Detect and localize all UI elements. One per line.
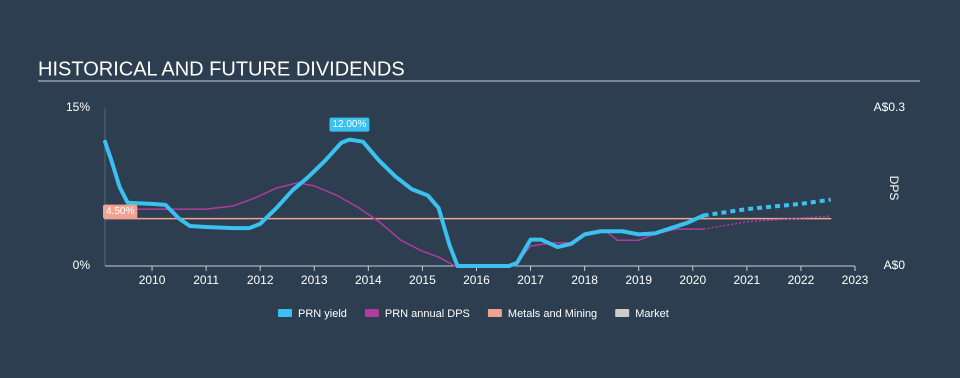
annotation-box bbox=[329, 117, 370, 132]
series-line bbox=[103, 137, 706, 268]
y-tick-label: 0% bbox=[73, 258, 91, 272]
legend-label: Metals and Mining bbox=[508, 308, 597, 320]
y2-tick-label: A$0 bbox=[884, 258, 906, 272]
x-tick-label: 2023 bbox=[842, 273, 869, 287]
x-tick-label: 2016 bbox=[463, 273, 490, 287]
x-tick-label: 2020 bbox=[679, 273, 706, 287]
legend-swatch bbox=[615, 309, 630, 317]
legend-swatch bbox=[278, 309, 292, 317]
legend-label: PRN annual DPS bbox=[385, 308, 470, 320]
legend-swatch bbox=[487, 309, 502, 317]
y-tick-label: 15% bbox=[66, 100, 90, 114]
annotation-label: 12.00% bbox=[332, 119, 366, 130]
chart-title: HISTORICAL AND FUTURE DIVIDENDS bbox=[38, 58, 405, 80]
x-tick-label: 2022 bbox=[788, 273, 815, 287]
annotation: 12.00% bbox=[329, 117, 370, 132]
x-tick-label: 2013 bbox=[301, 273, 328, 287]
series-line bbox=[104, 182, 705, 267]
y2-axis-label: DPS bbox=[887, 176, 901, 201]
x-tick-label: 2012 bbox=[247, 273, 274, 287]
x-tick-label: 2015 bbox=[409, 273, 436, 287]
legend-label: Market bbox=[635, 308, 669, 320]
x-tick-label: 2010 bbox=[139, 273, 166, 287]
legend-label: PRN yield bbox=[298, 308, 347, 320]
annotation-box bbox=[103, 204, 138, 219]
y2-tick-label: A$0.3 bbox=[874, 100, 906, 114]
x-tick-label: 2017 bbox=[517, 273, 544, 287]
annotation-label: 4.50% bbox=[106, 206, 134, 217]
legend-swatch bbox=[364, 309, 379, 317]
x-tick-label: 2019 bbox=[625, 273, 652, 287]
annotation: 4.50% bbox=[103, 204, 138, 219]
series-line bbox=[703, 215, 831, 230]
x-tick-label: 2021 bbox=[734, 273, 761, 287]
x-tick-label: 2018 bbox=[571, 273, 598, 287]
series-line bbox=[703, 197, 831, 218]
x-tick-label: 2014 bbox=[355, 273, 382, 287]
x-tick-label: 2011 bbox=[193, 273, 219, 287]
